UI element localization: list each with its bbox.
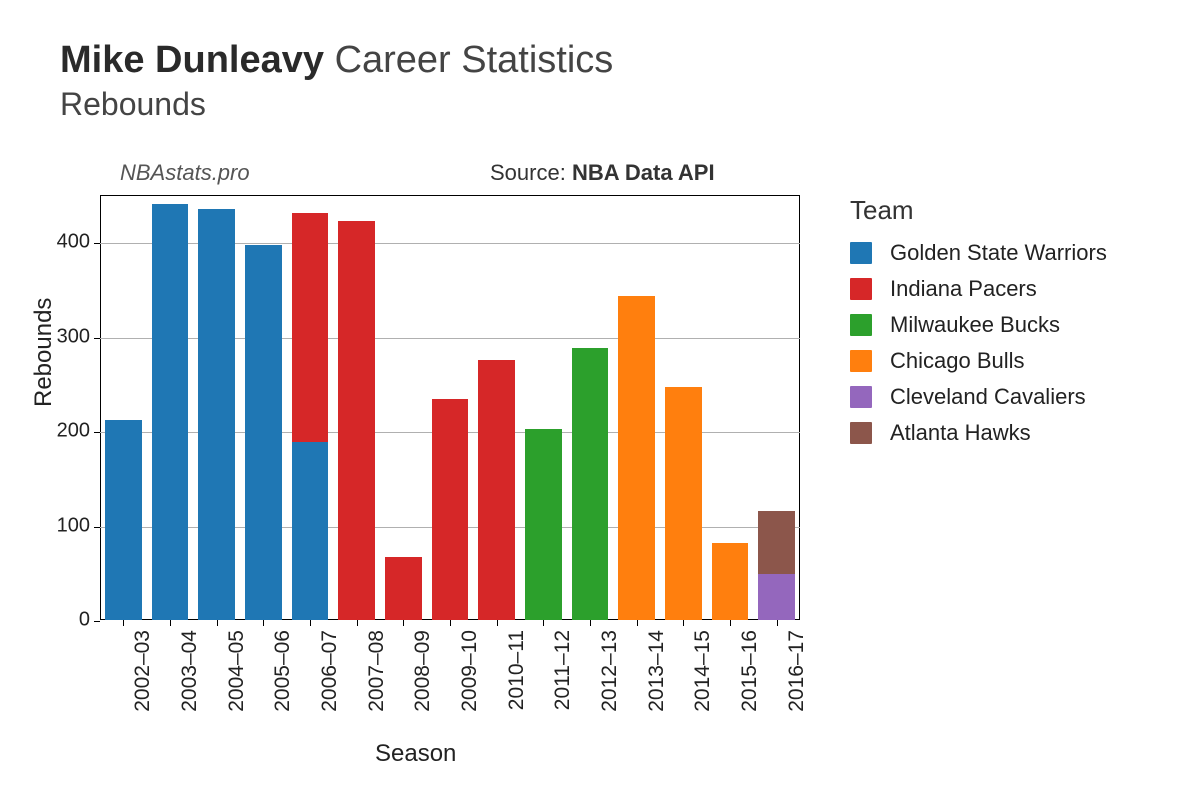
bar-segment	[712, 543, 748, 620]
x-tick-mark	[543, 620, 544, 626]
x-tick-mark	[637, 620, 638, 626]
legend-label: Milwaukee Bucks	[890, 312, 1060, 338]
x-tick-label: 2004–05	[225, 630, 249, 712]
x-tick-label: 2008–09	[411, 630, 435, 712]
title-suffix: Career Statistics	[335, 39, 614, 81]
legend-label: Cleveland Cavaliers	[890, 384, 1086, 410]
x-tick-mark	[263, 620, 264, 626]
x-tick-label: 2005–06	[271, 630, 295, 712]
legend-label: Atlanta Hawks	[890, 420, 1031, 446]
legend-item: Chicago Bulls	[850, 348, 1107, 374]
bar-segment	[758, 511, 794, 573]
legend-swatch	[850, 314, 872, 336]
x-tick-mark	[310, 620, 311, 626]
source-prefix: Source:	[490, 160, 572, 185]
legend-title: Team	[850, 195, 1107, 226]
branding-text: NBAstats.pro	[120, 160, 250, 186]
legend-swatch	[850, 422, 872, 444]
legend-label: Indiana Pacers	[890, 276, 1037, 302]
legend-swatch	[850, 242, 872, 264]
bar-segment	[338, 221, 374, 621]
chart-title: Mike Dunleavy Career Statistics Rebounds	[60, 40, 613, 123]
x-tick-label: 2016–17	[785, 630, 809, 712]
legend: Team Golden State Warriors Indiana Pacers…	[850, 195, 1107, 456]
x-tick-label: 2006–07	[318, 630, 342, 712]
x-tick-mark	[590, 620, 591, 626]
bar-segment	[572, 348, 608, 620]
chart-plot-area	[100, 195, 800, 620]
legend-item: Milwaukee Bucks	[850, 312, 1107, 338]
x-tick-label: 2015–16	[738, 630, 762, 712]
bar-segment	[105, 420, 141, 620]
x-axis-label: Season	[375, 740, 456, 768]
x-tick-label: 2009–10	[458, 630, 482, 712]
x-tick-mark	[497, 620, 498, 626]
bar-segment	[152, 204, 188, 620]
legend-item: Golden State Warriors	[850, 240, 1107, 266]
bar-segment	[758, 574, 794, 620]
x-tick-label: 2002–03	[131, 630, 155, 712]
bar-segment	[245, 245, 281, 620]
legend-swatch	[850, 386, 872, 408]
bar-segment	[292, 213, 328, 443]
y-tick-label: 0	[30, 609, 90, 632]
bar-segment	[665, 387, 701, 620]
y-axis-label: Rebounds	[30, 298, 58, 407]
x-tick-mark	[403, 620, 404, 626]
legend-swatch	[850, 350, 872, 372]
bar-segment	[432, 399, 468, 620]
x-tick-mark	[357, 620, 358, 626]
source-name: NBA Data API	[572, 160, 715, 185]
y-tick-label: 200	[30, 420, 90, 443]
source-text: Source: NBA Data API	[490, 160, 715, 186]
x-tick-mark	[217, 620, 218, 626]
legend-label: Golden State Warriors	[890, 240, 1107, 266]
x-tick-label: 2011–12	[551, 630, 575, 710]
legend-item: Atlanta Hawks	[850, 420, 1107, 446]
bar-segment	[478, 360, 514, 620]
bar-segment	[618, 296, 654, 620]
x-tick-label: 2007–08	[365, 630, 389, 712]
y-tick-label: 300	[30, 325, 90, 348]
bar-segment	[198, 209, 234, 620]
legend-swatch	[850, 278, 872, 300]
x-tick-label: 2012–13	[598, 630, 622, 712]
bar-segment	[292, 442, 328, 620]
y-tick-label: 100	[30, 514, 90, 537]
x-tick-mark	[777, 620, 778, 626]
legend-label: Chicago Bulls	[890, 348, 1025, 374]
x-tick-mark	[123, 620, 124, 626]
x-tick-label: 2013–14	[645, 630, 669, 712]
title-player: Mike Dunleavy	[60, 39, 324, 81]
title-metric: Rebounds	[60, 86, 613, 123]
y-tick-mark	[94, 621, 100, 622]
y-tick-label: 400	[30, 231, 90, 254]
x-tick-mark	[170, 620, 171, 626]
bar-segment	[385, 557, 421, 620]
bar-segment	[525, 429, 561, 620]
legend-item: Indiana Pacers	[850, 276, 1107, 302]
x-tick-mark	[450, 620, 451, 626]
legend-item: Cleveland Cavaliers	[850, 384, 1107, 410]
x-tick-label: 2014–15	[691, 630, 715, 712]
x-tick-mark	[683, 620, 684, 626]
x-tick-mark	[730, 620, 731, 626]
x-tick-label: 2010–11	[505, 630, 529, 710]
x-tick-label: 2003–04	[178, 630, 202, 712]
